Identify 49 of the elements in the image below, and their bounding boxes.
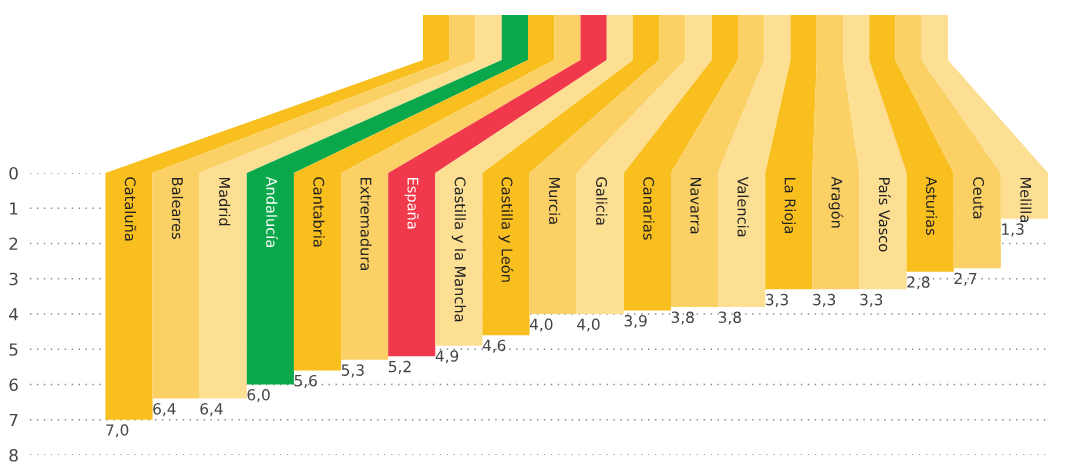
x-tick-label: Ceuta bbox=[973, 177, 985, 219]
data-label: 3,9 bbox=[624, 314, 647, 329]
y-tick-label: 7 bbox=[9, 413, 18, 427]
x-tick-label: Castilla y León bbox=[498, 177, 514, 282]
y-tick-label: 1 bbox=[10, 202, 18, 215]
y-tick-label: 0 bbox=[9, 166, 18, 180]
data-label: 3,3 bbox=[860, 293, 883, 307]
data-label: 4,0 bbox=[577, 318, 600, 332]
data-label: 3,3 bbox=[813, 293, 836, 307]
y-tick-label: 8 bbox=[9, 448, 18, 462]
data-label: 2,7 bbox=[954, 272, 977, 286]
x-tick-label: Murcia bbox=[548, 177, 561, 224]
data-label: 7,0 bbox=[106, 424, 129, 438]
x-tick-label: Canarias bbox=[643, 177, 655, 240]
y-tick-label: 4 bbox=[9, 308, 18, 321]
data-label: 4,6 bbox=[482, 339, 506, 353]
y-tick-label: 5 bbox=[9, 343, 18, 356]
data-label: 6,0 bbox=[247, 389, 270, 403]
x-tick-label: Asturias bbox=[925, 176, 938, 235]
x-tick-label: Valencia bbox=[737, 176, 749, 237]
data-label: 4,0 bbox=[529, 318, 553, 332]
data-label: 2,8 bbox=[907, 276, 930, 290]
x-tick-label: Navarra bbox=[690, 177, 702, 234]
data-label: 3,3 bbox=[766, 293, 788, 307]
data-label: 1,3 bbox=[1002, 223, 1024, 237]
data-label: 6,4 bbox=[200, 403, 223, 417]
x-tick-label: Castilla y la Mancha bbox=[451, 177, 466, 322]
x-tick-label: Aragón bbox=[828, 176, 844, 228]
x-tick-label: Galicia bbox=[596, 177, 608, 225]
data-label: 3,8 bbox=[671, 311, 694, 325]
x-tick-label: Melilla bbox=[1020, 177, 1032, 222]
x-tick-label: Madrid bbox=[219, 177, 231, 226]
data-label: 3,8 bbox=[718, 311, 741, 325]
x-tick-label: Andalucía bbox=[266, 176, 278, 247]
data-label: 5,3 bbox=[341, 364, 364, 378]
y-tick-label: 6 bbox=[9, 378, 18, 392]
x-tick-label: País Vasco bbox=[878, 177, 891, 252]
x-tick-label: Extremadura bbox=[360, 177, 372, 270]
data-label: 4,9 bbox=[435, 350, 459, 364]
x-tick-label: Cataluña bbox=[124, 177, 137, 241]
x-tick-label: España bbox=[404, 177, 419, 229]
data-label: 6,4 bbox=[153, 403, 176, 417]
data-label: 5,6 bbox=[294, 374, 317, 389]
x-tick-label: Cantabria bbox=[313, 177, 325, 247]
y-tick-label: 3 bbox=[9, 272, 18, 286]
y-tick-label: 2 bbox=[9, 237, 18, 250]
x-tick-label: Baleares bbox=[171, 177, 184, 239]
data-label: 5,2 bbox=[389, 360, 411, 374]
x-tick-label: La Rioja bbox=[781, 177, 796, 233]
